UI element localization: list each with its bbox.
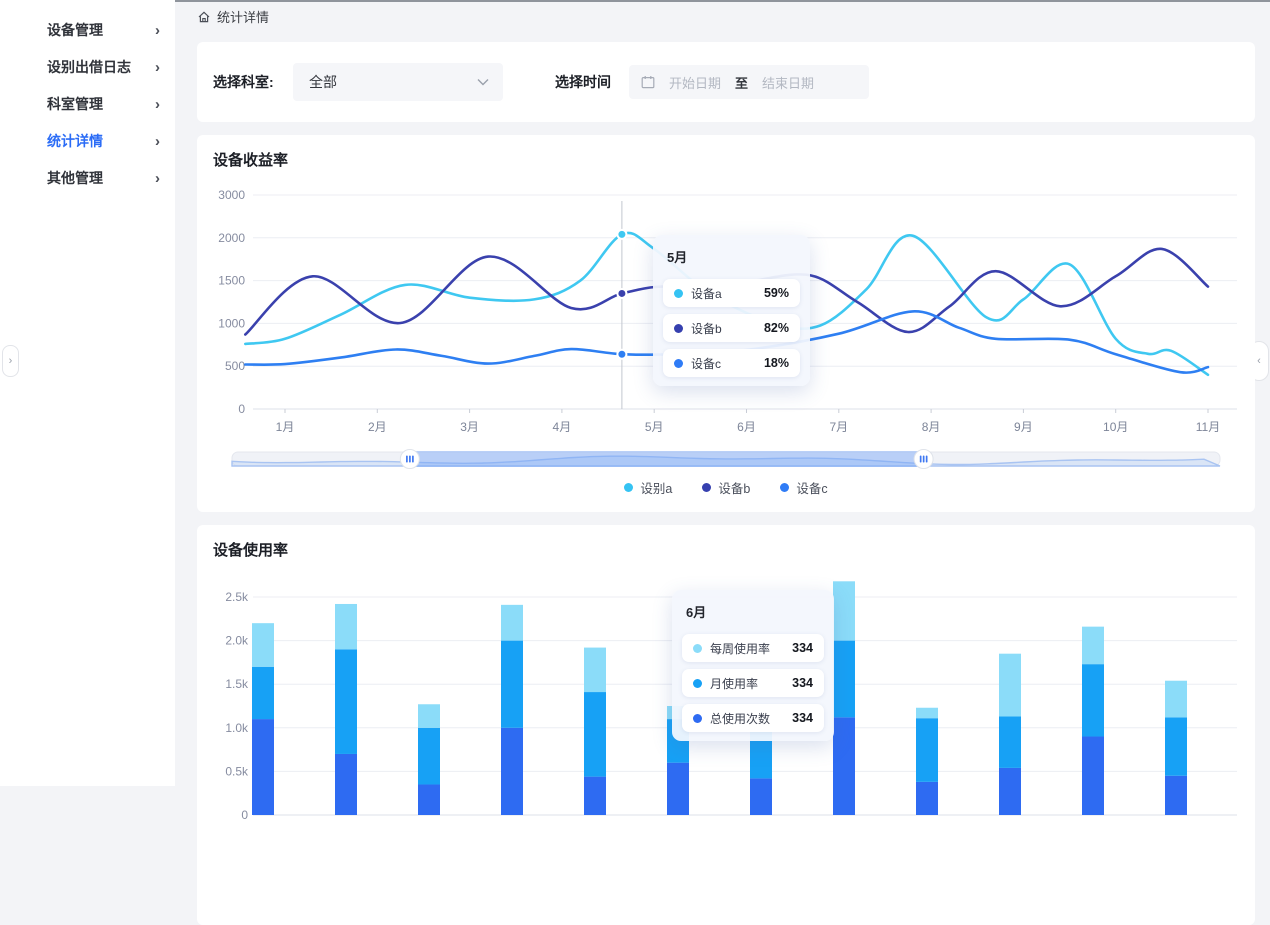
series-dot-icon	[674, 358, 683, 368]
breadcrumb[interactable]: 统计详情	[197, 7, 269, 26]
svg-text:1.5k: 1.5k	[225, 677, 249, 691]
chevron-right-icon: ›	[155, 59, 160, 76]
svg-text:0: 0	[241, 808, 248, 822]
tooltip-row: 每周使用率 334	[682, 634, 824, 662]
usage-chart-title: 设备使用率	[213, 542, 289, 559]
window-top-edge	[175, 0, 1270, 2]
svg-text:1.0k: 1.0k	[225, 721, 249, 735]
svg-text:11月: 11月	[1196, 420, 1220, 434]
svg-text:0.5k: 0.5k	[225, 764, 249, 778]
breadcrumb-title: 统计详情	[217, 10, 270, 25]
tooltip-row: 设备c 18%	[663, 349, 800, 377]
tooltip-row: 月使用率 334	[682, 669, 824, 697]
chevron-right-icon: ›	[155, 96, 160, 113]
svg-text:1500: 1500	[218, 274, 245, 288]
end-date-input[interactable]: 结束日期	[762, 75, 815, 91]
revenue-chart-title: 设备收益率	[213, 152, 289, 169]
series-dot-icon	[674, 288, 683, 298]
left-expand-toggle[interactable]: ›	[2, 345, 19, 377]
dept-select[interactable]: 全部	[293, 63, 503, 101]
revenue-chart-tooltip: 5月 设备a 59% 设备b 82% 设备c 18%	[653, 235, 810, 386]
svg-text:2.5k: 2.5k	[225, 590, 249, 604]
dept-select-label: 选择科室:	[213, 74, 274, 90]
svg-text:7月: 7月	[829, 420, 848, 434]
series-dot-icon	[624, 483, 634, 492]
chevron-left-icon: ‹	[1257, 355, 1261, 367]
series-dot-icon	[693, 643, 702, 653]
series-dot-icon	[693, 678, 702, 688]
revenue-chart-legend: 设别a 设备b 设备c	[197, 478, 1255, 497]
svg-text:500: 500	[225, 359, 245, 373]
sidebar-item-lending-log[interactable]: 设别出借日志 ›	[0, 49, 175, 86]
date-separator: 至	[735, 75, 749, 91]
tooltip-row: 设备a 59%	[663, 279, 800, 307]
svg-text:2月: 2月	[368, 420, 387, 434]
svg-text:6月: 6月	[737, 420, 756, 434]
series-dot-icon	[702, 483, 712, 492]
svg-text:4月: 4月	[553, 420, 572, 434]
svg-text:2000: 2000	[218, 231, 245, 245]
time-select-label: 选择时间	[555, 74, 611, 90]
sidebar-item-department-management[interactable]: 科室管理 ›	[0, 86, 175, 123]
tooltip-title: 5月	[667, 250, 688, 265]
svg-text:1月: 1月	[276, 420, 295, 434]
date-range-picker[interactable]: 开始日期 至 结束日期	[629, 65, 869, 99]
chevron-down-icon	[477, 79, 489, 86]
svg-text:5月: 5月	[645, 420, 664, 434]
sidebar-item-statistics-detail[interactable]: 统计详情 ›	[0, 123, 175, 160]
usage-chart-tooltip: 6月 每周使用率 334 月使用率 334 总使用次数 334	[672, 590, 834, 741]
series-dot-icon	[674, 323, 683, 333]
series-dot-icon	[780, 483, 790, 492]
tooltip-title: 6月	[686, 605, 707, 620]
sidebar-item-device-management[interactable]: 设备管理 ›	[0, 12, 175, 49]
legend-item-series-a[interactable]: 设别a	[624, 478, 672, 497]
legend-item-series-b[interactable]: 设备b	[702, 478, 750, 497]
chevron-right-icon: ›	[155, 170, 160, 187]
tooltip-row: 总使用次数 334	[682, 704, 824, 732]
sidebar-item-other-management[interactable]: 其他管理 ›	[0, 160, 175, 197]
revenue-chart-card: 设备收益率 0 500 1000 1500 2000 3000 1月 2月 3月 4月 5月 6月 7月…	[197, 135, 1255, 512]
svg-text:1000: 1000	[218, 316, 245, 330]
start-date-input[interactable]: 开始日期	[669, 75, 722, 91]
sidebar: 设备管理 › 设别出借日志 › 科室管理 › 统计详情 › 其他管理 ›	[0, 0, 175, 786]
series-dot-icon	[693, 713, 702, 723]
svg-text:9月: 9月	[1014, 420, 1033, 434]
svg-text:0: 0	[238, 402, 245, 416]
svg-text:2.0k: 2.0k	[225, 634, 249, 648]
tooltip-row: 设备b 82%	[663, 314, 800, 342]
legend-item-series-c[interactable]: 设备c	[780, 478, 828, 497]
home-icon	[198, 10, 210, 22]
svg-text:8月: 8月	[922, 420, 941, 434]
chevron-right-icon: ›	[155, 22, 160, 39]
usage-chart-card: 设备使用率 0 0.5k 1.0k 1.5k 2.0k 2.5k 6月 每周使用率 334…	[197, 525, 1255, 925]
chevron-right-icon: ›	[155, 133, 160, 150]
filter-card: 选择科室: 全部 选择时间 开始日期 至 结束日期	[197, 42, 1255, 122]
revenue-line-chart[interactable]: 0 500 1000 1500 2000 3000 1月 2月 3月 4月 5月 6月 7月 8月 9月 10…	[197, 135, 1255, 512]
svg-text:3000: 3000	[218, 188, 245, 202]
dept-select-value: 全部	[309, 74, 337, 90]
calendar-icon	[641, 76, 655, 89]
svg-text:3月: 3月	[460, 420, 479, 434]
chevron-right-icon: ›	[8, 355, 13, 367]
svg-text:10月: 10月	[1103, 420, 1128, 434]
